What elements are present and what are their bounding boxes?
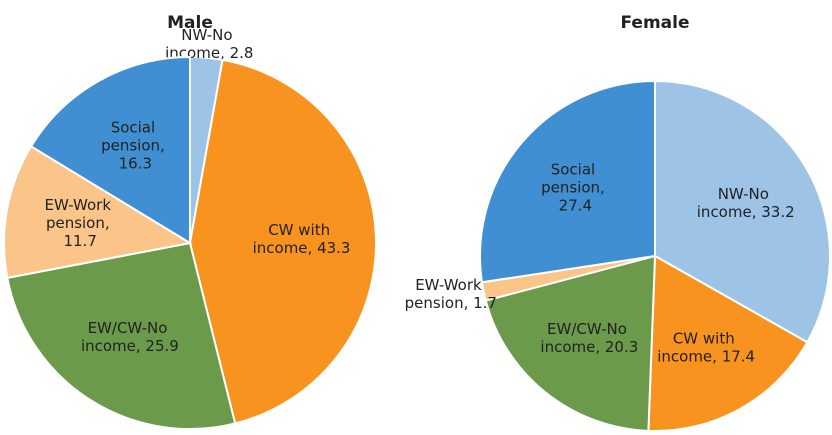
pie-slice xyxy=(188,58,377,425)
data-label: EW-Work pension, 1.7 xyxy=(405,276,497,312)
pie-slice xyxy=(479,79,656,284)
data-label: Social pension, 27.4 xyxy=(541,160,609,214)
data-label: CW with income, 17.4 xyxy=(657,329,755,365)
pie-slice xyxy=(29,55,191,245)
pie-slice xyxy=(647,254,809,432)
pie-slice xyxy=(6,241,237,430)
data-label: EW/CW-No income, 25.9 xyxy=(81,319,179,355)
pie-slice xyxy=(3,144,193,280)
pie-slice xyxy=(484,254,657,432)
data-label: Social pension, 16.3 xyxy=(101,118,169,172)
data-label: NW-No income, 33.2 xyxy=(697,185,795,221)
data-label: CW with income, 43.3 xyxy=(253,221,351,257)
pie-slice xyxy=(654,79,831,344)
chart-title: Female xyxy=(621,13,690,33)
data-label: EW-Work pension, 11.7 xyxy=(45,196,116,250)
chart-title: Male xyxy=(167,13,213,33)
data-label: EW/CW-No income, 20.3 xyxy=(540,319,638,355)
